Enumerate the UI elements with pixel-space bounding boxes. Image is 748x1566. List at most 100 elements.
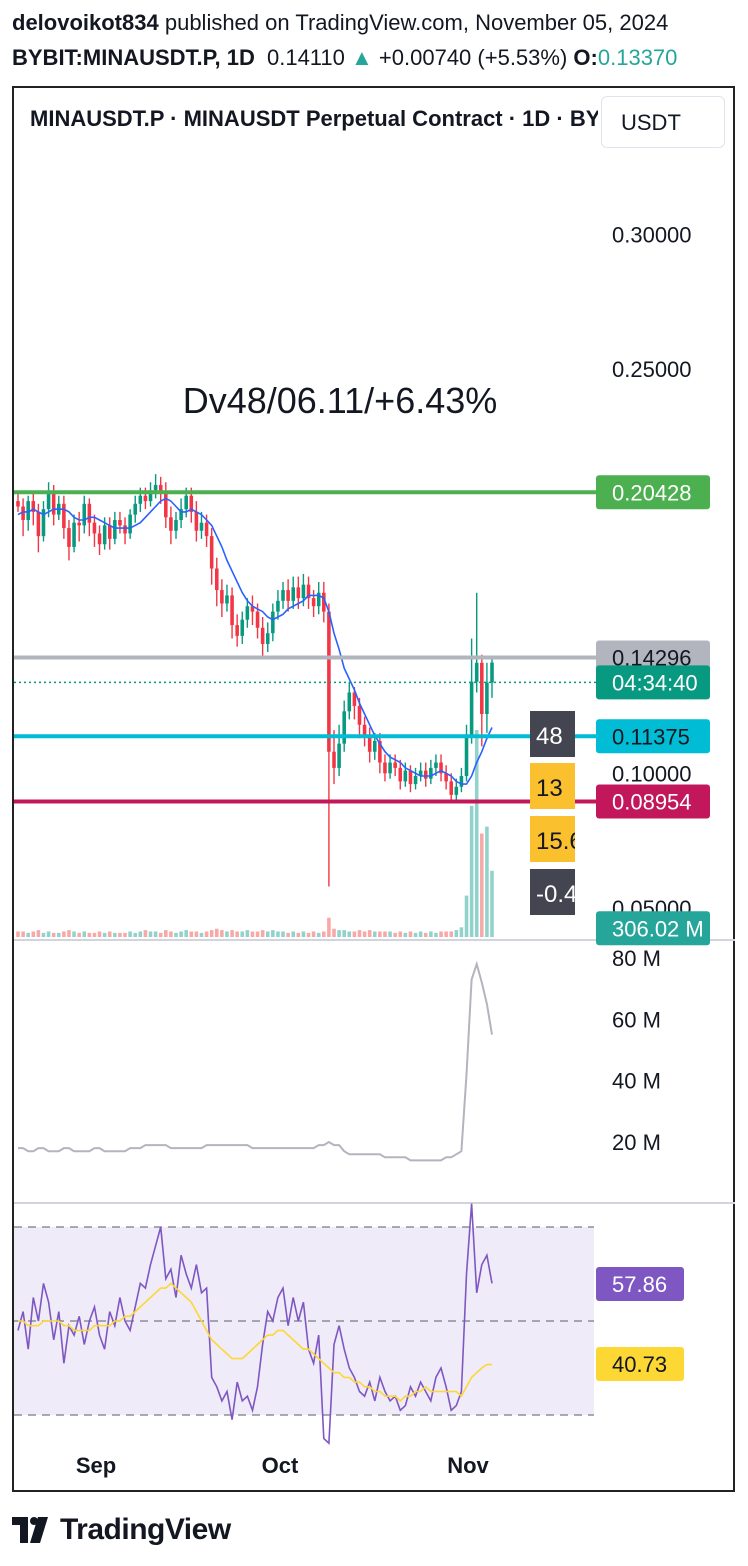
candle-body <box>26 501 30 520</box>
volume-bar <box>378 931 382 937</box>
candle-body <box>148 490 153 502</box>
volume-bar <box>184 930 188 937</box>
candle-body <box>113 519 117 539</box>
currency-button[interactable]: USDT <box>601 96 725 148</box>
volume-tick-label: 80 M <box>612 946 661 971</box>
volume-bar <box>429 931 433 937</box>
volume-bar <box>235 931 239 937</box>
volume-bar <box>474 730 479 937</box>
volume-bar <box>133 932 138 937</box>
candle-body <box>281 590 285 601</box>
candle-body <box>388 762 392 774</box>
candle-body <box>194 511 199 531</box>
candle-body <box>408 770 413 785</box>
volume-bar <box>434 932 438 937</box>
volume-bar <box>398 931 403 937</box>
volume-bar <box>87 932 92 937</box>
price-tag-label: 04:34:40 <box>612 670 698 695</box>
rsi-line <box>17 1203 493 1445</box>
candle-body <box>459 776 464 787</box>
volume-bar <box>260 930 265 937</box>
candle-body <box>158 484 163 494</box>
volume-bar <box>327 917 331 937</box>
volume-bar <box>164 930 168 937</box>
candle-body <box>291 587 296 601</box>
candle-body <box>225 595 229 604</box>
tradingview-logo-icon <box>12 1517 48 1543</box>
candle-body <box>199 522 204 531</box>
volume-bar <box>281 931 285 937</box>
volume-tick-label: 20 M <box>612 1130 661 1155</box>
candle-body <box>97 533 102 545</box>
volume-bar <box>220 930 224 937</box>
volume-bar <box>245 930 250 937</box>
volume-bar <box>372 931 377 937</box>
volume-bar <box>138 931 143 937</box>
candle-body <box>306 584 311 599</box>
volume-bar <box>26 932 30 937</box>
main-pane <box>16 474 494 937</box>
volume-bar <box>204 931 209 937</box>
candle-body <box>77 522 81 526</box>
author-name[interactable]: delovoikot834 <box>12 10 159 35</box>
candle-body <box>36 511 41 537</box>
candle-body <box>123 525 127 534</box>
candle-body <box>271 611 275 634</box>
candle-body <box>362 724 367 736</box>
candle-body <box>245 606 250 620</box>
rsi-ma-line <box>18 1282 492 1402</box>
candle-body <box>235 625 239 636</box>
candle-body <box>21 506 25 520</box>
open-label: O: <box>573 45 598 70</box>
volume-bar <box>439 931 443 937</box>
price-tag-bg <box>596 719 710 754</box>
candle-body <box>485 682 489 715</box>
candle-body <box>276 600 280 612</box>
price-tag: 0.08954 <box>596 784 710 819</box>
volume-bar <box>209 930 214 937</box>
price-tag: 04:34:40 <box>596 665 710 700</box>
publish-line: delovoikot834 published on TradingView.c… <box>12 10 668 36</box>
candle-body <box>372 740 377 752</box>
volume-bar <box>383 931 387 937</box>
indicator-label-bg <box>530 711 575 757</box>
volume-bar <box>393 932 397 937</box>
candle-body <box>383 762 387 774</box>
volume-bar <box>255 931 260 937</box>
volume-bar <box>408 931 413 937</box>
price-tag: 0.11375 <box>596 719 710 754</box>
volume-bar <box>362 931 367 937</box>
candle-body <box>469 681 474 736</box>
volume-bar <box>46 931 51 937</box>
x-axis-label: Oct <box>262 1453 299 1478</box>
candle-body <box>92 522 97 534</box>
volume-bar <box>189 931 194 937</box>
volume-bar <box>16 931 20 937</box>
volume-bar <box>97 931 102 937</box>
volume-bar <box>449 931 454 937</box>
volume-bar <box>469 805 474 937</box>
volume-bar <box>485 826 489 937</box>
volume-bar <box>286 932 290 937</box>
candle-body <box>169 517 173 531</box>
candle-body <box>480 662 484 715</box>
indicator-label-bg <box>530 869 575 915</box>
volume-bar <box>265 931 270 937</box>
candle-body <box>138 495 143 504</box>
volume-bar <box>67 930 71 937</box>
volume-bar <box>148 931 153 937</box>
x-axis-label: Sep <box>76 1453 116 1478</box>
indicator-label-bg <box>530 763 575 809</box>
chart-frame <box>12 86 735 1492</box>
candle-body <box>423 770 428 779</box>
volume-bar <box>480 833 484 937</box>
rsi-tag-bg <box>596 1267 684 1301</box>
candle-body <box>418 770 423 776</box>
published-text: published on TradingView.com, November 0… <box>164 10 669 35</box>
volume-bar <box>214 928 219 937</box>
volume-bar <box>51 932 56 937</box>
volume-bar <box>199 932 204 937</box>
candle-body <box>255 611 260 628</box>
volume-bar <box>153 931 158 937</box>
